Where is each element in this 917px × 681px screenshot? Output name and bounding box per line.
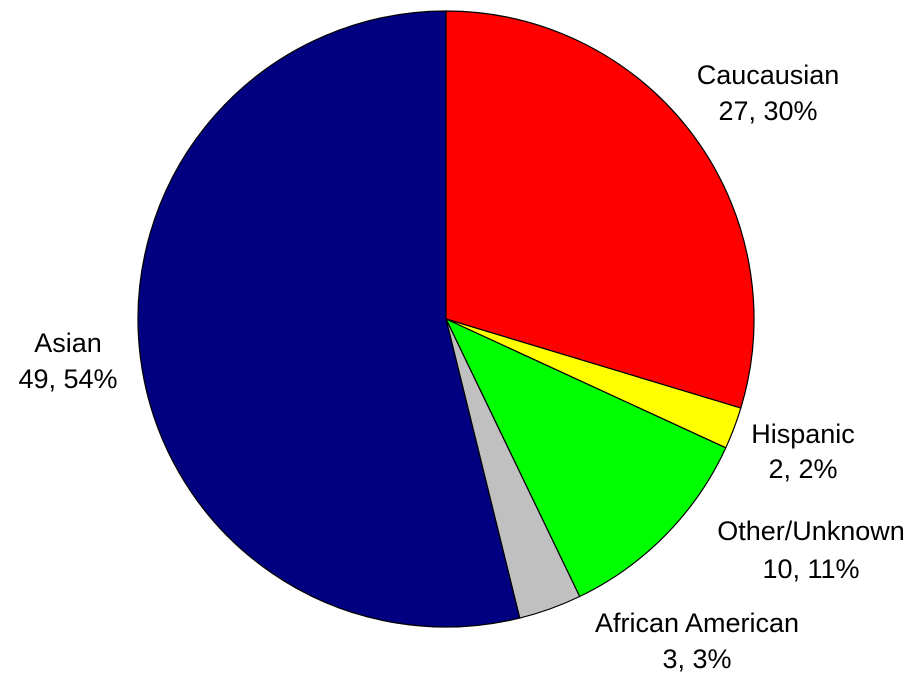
- pie-slice-other-unknown: [445, 318, 727, 598]
- pie-slice-caucausian: [445, 10, 755, 409]
- pie-slice-asian: [137, 10, 521, 628]
- slice-label-hispanic: Hispanic: [751, 419, 855, 449]
- slice-label-african-american: African American: [595, 608, 799, 638]
- slice-value-other-unknown: 10, 11%: [762, 554, 859, 584]
- slice-value-caucausian: 27, 30%: [718, 96, 817, 126]
- slice-value-asian: 49, 54%: [18, 364, 117, 394]
- pie-labels: Caucausian 27, 30% Hispanic 2, 2% Other/…: [18, 60, 904, 674]
- slice-value-african-american: 3, 3%: [662, 644, 731, 674]
- pie-slices: [137, 10, 755, 628]
- slice-label-other-unknown: Other/Unknown: [717, 516, 905, 546]
- slice-label-asian: Asian: [34, 328, 102, 358]
- slice-label-caucausian: Caucausian: [697, 60, 840, 90]
- slice-value-hispanic: 2, 2%: [768, 454, 837, 484]
